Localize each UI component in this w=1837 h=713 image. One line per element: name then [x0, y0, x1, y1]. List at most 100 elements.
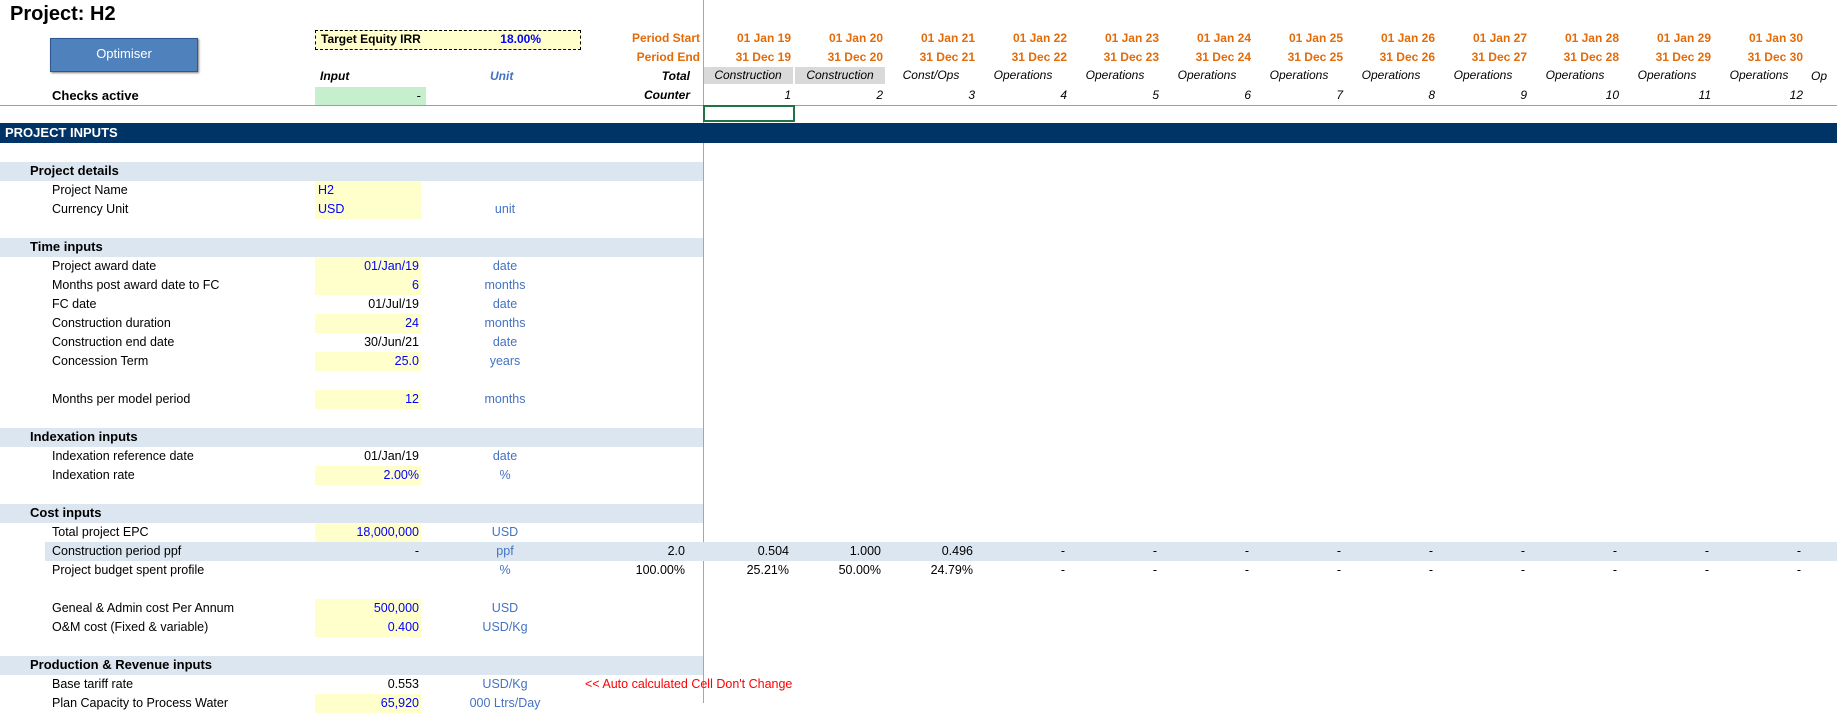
- period-value-cell: -: [1336, 563, 1341, 577]
- row-label: Total project EPC: [52, 525, 149, 539]
- counter-label: Counter: [644, 88, 690, 102]
- period-start-cell: 01 Jan 24: [1196, 31, 1251, 45]
- row-unit: USD: [491, 601, 519, 615]
- row-unit: %: [499, 563, 511, 577]
- row-label: Concession Term: [52, 354, 149, 368]
- period-end-cell: 31 Dec 21: [919, 50, 975, 64]
- period-start-label: Period Start: [631, 31, 700, 45]
- target-irr-value[interactable]: 18.00%: [500, 32, 541, 46]
- group-title: Cost inputs: [30, 505, 102, 520]
- unit-column-header: Unit: [490, 69, 514, 83]
- row-input-value[interactable]: 6: [315, 276, 421, 295]
- optimiser-button-label: Optimiser: [96, 46, 152, 61]
- row-input-value: 30/Jun/21: [364, 335, 419, 349]
- checks-active-value[interactable]: -: [315, 87, 426, 105]
- input-row-total-epc: Total project EPC 18,000,000 USD: [0, 523, 1837, 542]
- row-input-value[interactable]: 65,920: [315, 694, 421, 713]
- group-band: Indexation inputs: [0, 428, 703, 447]
- counter-cell: 7: [1336, 88, 1343, 102]
- counter-cell: 1: [784, 88, 791, 102]
- counter-cell: 9: [1520, 88, 1527, 102]
- target-irr-label: Target Equity IRR: [321, 32, 421, 46]
- counter-cell: 8: [1428, 88, 1435, 102]
- phase-cell: Operations: [1361, 68, 1421, 82]
- row-unit: USD: [491, 525, 519, 539]
- period-start-cell: 01 Jan 21: [920, 31, 975, 45]
- group-title: Indexation inputs: [30, 429, 138, 444]
- row-unit: 000 Ltrs/Day: [469, 696, 541, 710]
- phase-cell: Construction: [703, 67, 793, 84]
- input-row-base-tariff: Base tariff rate 0.553 USD/Kg << Auto calcu…: [0, 675, 1837, 694]
- counter-cell: 3: [968, 88, 975, 102]
- row-highlight: [45, 542, 1837, 561]
- row-input-value: -: [414, 544, 419, 558]
- row-unit: date: [492, 335, 518, 349]
- input-row-plan-capacity: Plan Capacity to Process Water 65,920 000 …: [0, 694, 1837, 713]
- period-value-cell: -: [1152, 544, 1157, 558]
- row-input-value[interactable]: 500,000: [315, 599, 421, 618]
- row-unit: months: [484, 316, 526, 330]
- period-value-cell: 0.496: [941, 544, 973, 558]
- row-input-value[interactable]: 18,000,000: [315, 523, 421, 542]
- group-band: Cost inputs: [0, 504, 703, 523]
- period-end-cell: 31 Dec 26: [1379, 50, 1435, 64]
- row-total: 100.00%: [635, 563, 685, 577]
- input-row-construction-duration: Construction duration 24 months: [0, 314, 1837, 333]
- phase-cell: Operations: [1453, 68, 1513, 82]
- row-input-value[interactable]: 2.00%: [315, 466, 421, 485]
- row-input-value[interactable]: 0.400: [315, 618, 421, 637]
- counter-cell: 2: [876, 88, 883, 102]
- selected-cell[interactable]: [703, 105, 795, 122]
- row-input-value[interactable]: 12: [315, 390, 421, 409]
- period-value-cell: -: [1060, 563, 1065, 577]
- period-start-cell: 01 Jan 29: [1656, 31, 1711, 45]
- row-input-value: 01/Jan/19: [364, 449, 419, 463]
- phase-cell: Operations: [1177, 68, 1237, 82]
- row-input-value[interactable]: 01/Jan/19: [315, 257, 421, 276]
- row-label: Indexation reference date: [52, 449, 194, 463]
- row-label: Base tariff rate: [52, 677, 134, 691]
- period-value-cell: 25.21%: [746, 563, 789, 577]
- input-row-budget-profile: Project budget spent profile% 100.00% 25.2…: [0, 561, 1837, 580]
- period-value-cell: -: [1336, 544, 1341, 558]
- row-unit: months: [484, 392, 526, 406]
- row-input-value: 01/Jul/19: [368, 297, 419, 311]
- group-band: Time inputs: [0, 238, 703, 257]
- row-label: Construction period ppf: [52, 544, 182, 558]
- period-end-cell: 31 Dec 30: [1747, 50, 1803, 64]
- period-end-cell: 31 Dec 23: [1103, 50, 1159, 64]
- period-value-cell: 0.504: [757, 544, 789, 558]
- row-label: FC date: [52, 297, 97, 311]
- input-row-fc-date: FC date 01/Jul/19 date: [0, 295, 1837, 314]
- row-label: Months post award date to FC: [52, 278, 220, 292]
- period-end-cell: 31 Dec 20: [827, 50, 883, 64]
- phase-cell: Operations: [1269, 68, 1329, 82]
- counter-cell: 6: [1244, 88, 1251, 102]
- row-unit: years: [489, 354, 521, 368]
- checks-active-label: Checks active: [52, 88, 139, 103]
- period-value-cell: -: [1704, 544, 1709, 558]
- row-label: Project award date: [52, 259, 157, 273]
- optimiser-button[interactable]: Optimiser: [50, 38, 198, 72]
- counter-cell: 5: [1152, 88, 1159, 102]
- group-title: Production & Revenue inputs: [30, 657, 213, 672]
- section-header-band: PROJECT INPUTS: [0, 123, 1837, 143]
- row-input-value[interactable]: USD: [315, 200, 421, 219]
- group-title: Project details: [30, 163, 119, 178]
- input-row-award-date: Project award date 01/Jan/19 date: [0, 257, 1837, 276]
- auto-calc-note: << Auto calculated Cell Don't Change: [585, 677, 793, 691]
- period-start-cell: 01 Jan 26: [1380, 31, 1435, 45]
- group-title: Time inputs: [30, 239, 103, 254]
- input-row-months-per-period: Months per model period 12 months: [0, 390, 1837, 409]
- row-label: Project budget spent profile: [52, 563, 205, 577]
- period-end-cell: 31 Dec 24: [1195, 50, 1251, 64]
- row-unit: date: [492, 449, 518, 463]
- period-end-cell: 31 Dec 25: [1287, 50, 1343, 64]
- period-start-cell: 01 Jan 20: [828, 31, 883, 45]
- row-input-value[interactable]: 24: [315, 314, 421, 333]
- input-row-concession-term: Concession Term 25.0 years: [0, 352, 1837, 371]
- section-header-title: PROJECT INPUTS: [5, 125, 118, 140]
- row-input-value[interactable]: 25.0: [315, 352, 421, 371]
- row-input-value[interactable]: H2: [315, 181, 421, 200]
- period-end-cell: 31 Dec 28: [1563, 50, 1619, 64]
